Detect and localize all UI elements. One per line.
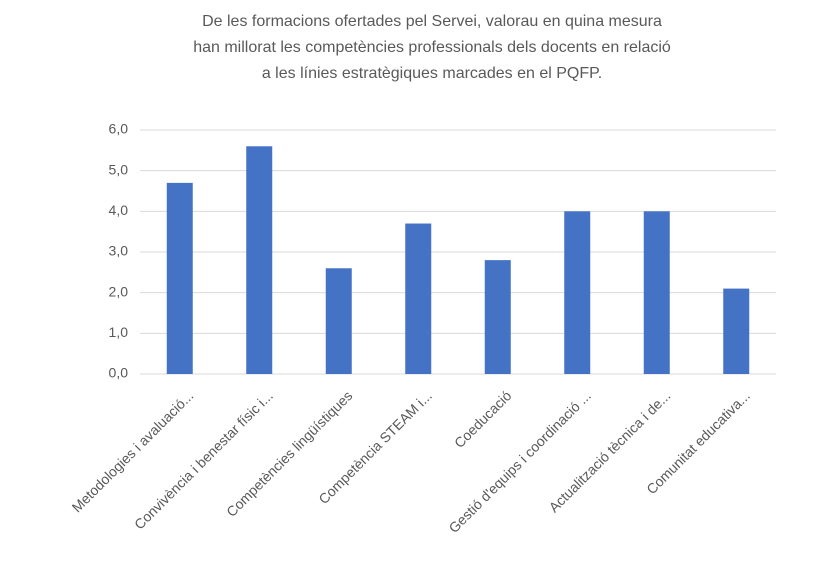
bar — [564, 211, 591, 374]
bar — [246, 146, 273, 374]
bar — [723, 288, 750, 374]
bar — [484, 260, 511, 374]
chart-title: a les línies estratègiques marcades en e… — [262, 65, 602, 82]
y-tick-label: 6,0 — [109, 121, 129, 137]
x-tick-label: Coeducació — [451, 387, 515, 451]
chart-title: De les formacions ofertades pel Servei, … — [202, 13, 662, 30]
y-tick-label: 5,0 — [109, 161, 129, 177]
bar — [643, 211, 670, 374]
y-tick-label: 3,0 — [109, 243, 129, 259]
chart-title: han millorat les competències profession… — [193, 39, 671, 56]
y-tick-label: 0,0 — [109, 365, 129, 381]
bar — [325, 268, 352, 374]
y-tick-label: 4,0 — [109, 202, 129, 218]
y-tick-label: 1,0 — [109, 324, 129, 340]
x-tick-label: Gestió d'equips i coordinació ... — [445, 387, 594, 536]
bar — [405, 223, 432, 374]
x-tick-label: Competències lingüístiques — [223, 387, 355, 519]
bar — [166, 182, 193, 374]
y-tick-label: 2,0 — [109, 283, 129, 299]
x-tick-label: Convivència i benestar físic i... — [131, 387, 276, 532]
